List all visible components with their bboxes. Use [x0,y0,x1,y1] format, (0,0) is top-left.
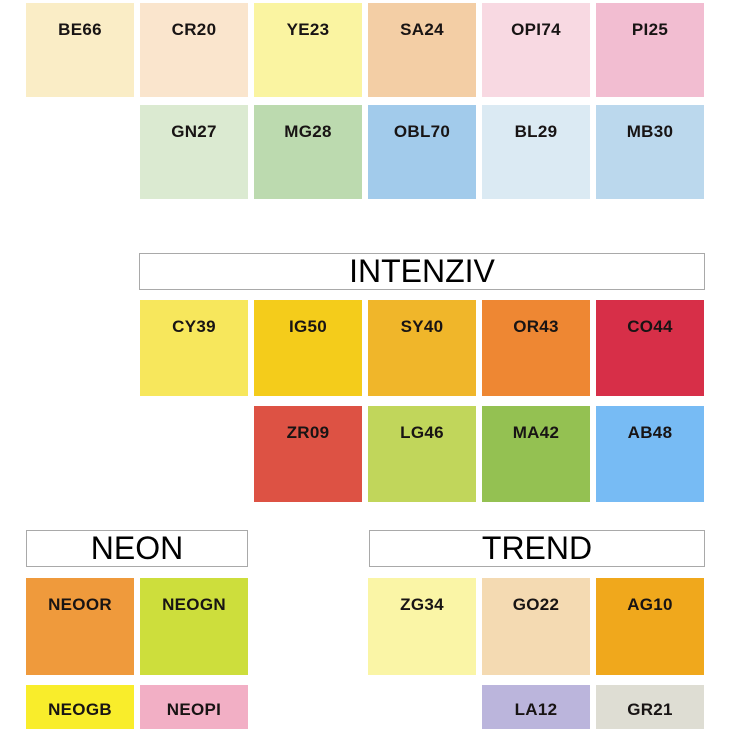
swatch-ag10: AG10 [596,578,704,675]
swatch-or43: OR43 [482,300,590,396]
swatch-cr20: CR20 [140,3,248,97]
swatch-neogb: NEOGB [26,685,134,729]
swatch-obl70: OBL70 [368,105,476,199]
swatch-go22: GO22 [482,578,590,675]
swatch-cy39: CY39 [140,300,248,396]
swatch-be66: BE66 [26,3,134,97]
swatch-bl29: BL29 [482,105,590,199]
swatch-gr21: GR21 [596,685,704,729]
swatch-la12: LA12 [482,685,590,729]
swatch-opi74: OPI74 [482,3,590,97]
swatch-pi25: PI25 [596,3,704,97]
swatch-neopi: NEOPI [140,685,248,729]
swatch-mb30: MB30 [596,105,704,199]
swatch-ig50: IG50 [254,300,362,396]
swatch-co44: CO44 [596,300,704,396]
section-title-intenziv: INTENZIV [139,253,705,290]
swatch-zr09: ZR09 [254,406,362,502]
section-title-trend: TREND [369,530,705,567]
swatch-ma42: MA42 [482,406,590,502]
swatch-neogn: NEOGN [140,578,248,675]
swatch-gn27: GN27 [140,105,248,199]
section-title-neon: NEON [26,530,248,567]
swatch-sa24: SA24 [368,3,476,97]
swatch-ab48: AB48 [596,406,704,502]
swatch-neoor: NEOOR [26,578,134,675]
swatch-ye23: YE23 [254,3,362,97]
swatch-lg46: LG46 [368,406,476,502]
swatch-mg28: MG28 [254,105,362,199]
swatch-sy40: SY40 [368,300,476,396]
swatch-zg34: ZG34 [368,578,476,675]
